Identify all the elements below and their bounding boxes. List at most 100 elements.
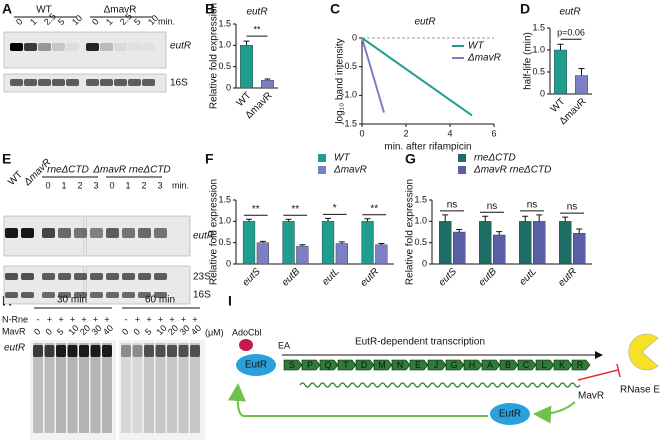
lane-label: 10 xyxy=(70,13,84,27)
error-bar xyxy=(557,43,564,50)
bar xyxy=(335,243,349,265)
lane-label: 5 xyxy=(56,16,67,27)
gel-band xyxy=(167,345,177,357)
bar xyxy=(256,242,270,265)
rnase-shape xyxy=(628,333,659,371)
gel-band xyxy=(86,79,99,86)
gel-band xyxy=(142,79,155,86)
gel-smear xyxy=(121,343,131,433)
gel-band xyxy=(138,228,151,238)
lane-sign: + xyxy=(181,314,186,324)
gel-band xyxy=(138,273,151,280)
y-tick-label: 0 xyxy=(422,258,427,268)
mavr-rna xyxy=(299,382,581,388)
gene-label: J xyxy=(434,360,439,370)
lane-label: 0 xyxy=(14,16,25,27)
rnase-label: RNase E xyxy=(620,385,660,396)
legend-label: ΔmavR rneΔCTD xyxy=(473,165,551,176)
lane-sign: + xyxy=(58,314,63,324)
panel-letter: I xyxy=(228,293,232,309)
gene xyxy=(355,359,375,371)
x-tick-label: eutR xyxy=(359,266,382,289)
y-tick-label: 1.0 xyxy=(218,216,231,226)
panel-letter: F xyxy=(205,151,214,167)
error-bar xyxy=(482,215,489,222)
gel-band xyxy=(90,273,103,280)
error-bar xyxy=(456,228,463,232)
lane-label: 1 xyxy=(125,180,130,190)
lane-label: 0 xyxy=(32,326,43,337)
gel-band xyxy=(79,345,89,357)
mavr-label: MavR xyxy=(578,391,604,402)
inhibition xyxy=(577,363,621,381)
bar xyxy=(453,231,466,265)
legend-swatch xyxy=(318,166,326,174)
bar xyxy=(361,221,374,265)
lane-sign: + xyxy=(104,314,109,324)
lane-label: 0 xyxy=(44,326,55,337)
band-label: eutR xyxy=(170,41,191,52)
gel-band xyxy=(21,228,34,238)
gene-label: G xyxy=(450,360,457,370)
error-bar xyxy=(299,244,306,247)
error-bar xyxy=(378,243,385,245)
gel-band xyxy=(21,292,34,298)
y-axis-label: log₁₀ band intensity xyxy=(335,38,346,123)
legend-swatch xyxy=(458,166,466,174)
gel-band xyxy=(24,43,37,51)
error-bar xyxy=(562,216,569,222)
gel-band xyxy=(58,228,71,238)
gene-label: N xyxy=(397,360,404,370)
band-label: eutR xyxy=(193,231,214,242)
legend-swatch xyxy=(458,154,466,162)
time-label: 60 min xyxy=(145,295,175,306)
gel-smear xyxy=(144,343,154,433)
gel-band xyxy=(106,273,119,280)
gene-label: E xyxy=(415,360,421,370)
gel-band xyxy=(42,228,55,238)
gel-band xyxy=(190,345,200,357)
error-bar xyxy=(496,231,503,235)
gel-band xyxy=(90,292,103,298)
gene xyxy=(553,359,573,371)
gel-band xyxy=(138,292,151,298)
gene xyxy=(499,359,519,371)
y-tick-label: 1.5 xyxy=(532,22,545,32)
time-label: 30 min xyxy=(57,295,87,306)
annotation: * xyxy=(333,203,337,214)
bar xyxy=(519,221,532,265)
gene xyxy=(517,359,537,371)
gel-band xyxy=(52,43,65,51)
y-tick-label: -1.0 xyxy=(341,90,357,100)
lane-label: WT xyxy=(6,169,25,188)
x-tick-label: eutB xyxy=(477,266,500,289)
lane-sign: + xyxy=(158,314,163,324)
bar xyxy=(554,49,568,95)
lane-label: 0 xyxy=(120,326,131,337)
y-axis-label: half-life (min) xyxy=(523,32,534,90)
y-tick-label: 1.0 xyxy=(532,44,545,54)
gene-label: H xyxy=(469,360,476,370)
error-bar xyxy=(285,218,292,222)
gel-band xyxy=(106,228,119,238)
gel-band xyxy=(10,79,23,86)
error-bar xyxy=(364,218,371,222)
y-tick-label: -0.5 xyxy=(341,61,357,71)
gel-band xyxy=(38,43,51,51)
annotation: ns xyxy=(567,202,578,213)
gel-band xyxy=(24,79,37,86)
error-bar xyxy=(264,78,271,81)
lane-sign: + xyxy=(169,314,174,324)
lane-label: 1 xyxy=(61,180,66,190)
x-tick-label: 2 xyxy=(403,128,408,138)
gene xyxy=(463,359,483,371)
gel-band xyxy=(66,43,79,51)
gene xyxy=(481,359,501,371)
lane-label: 1 xyxy=(28,16,39,27)
line xyxy=(361,37,473,117)
annotation: ns xyxy=(527,200,538,211)
gel-band xyxy=(38,79,51,86)
legend-label: ΔmavR xyxy=(467,53,501,64)
chart-title: eutR xyxy=(559,7,580,18)
